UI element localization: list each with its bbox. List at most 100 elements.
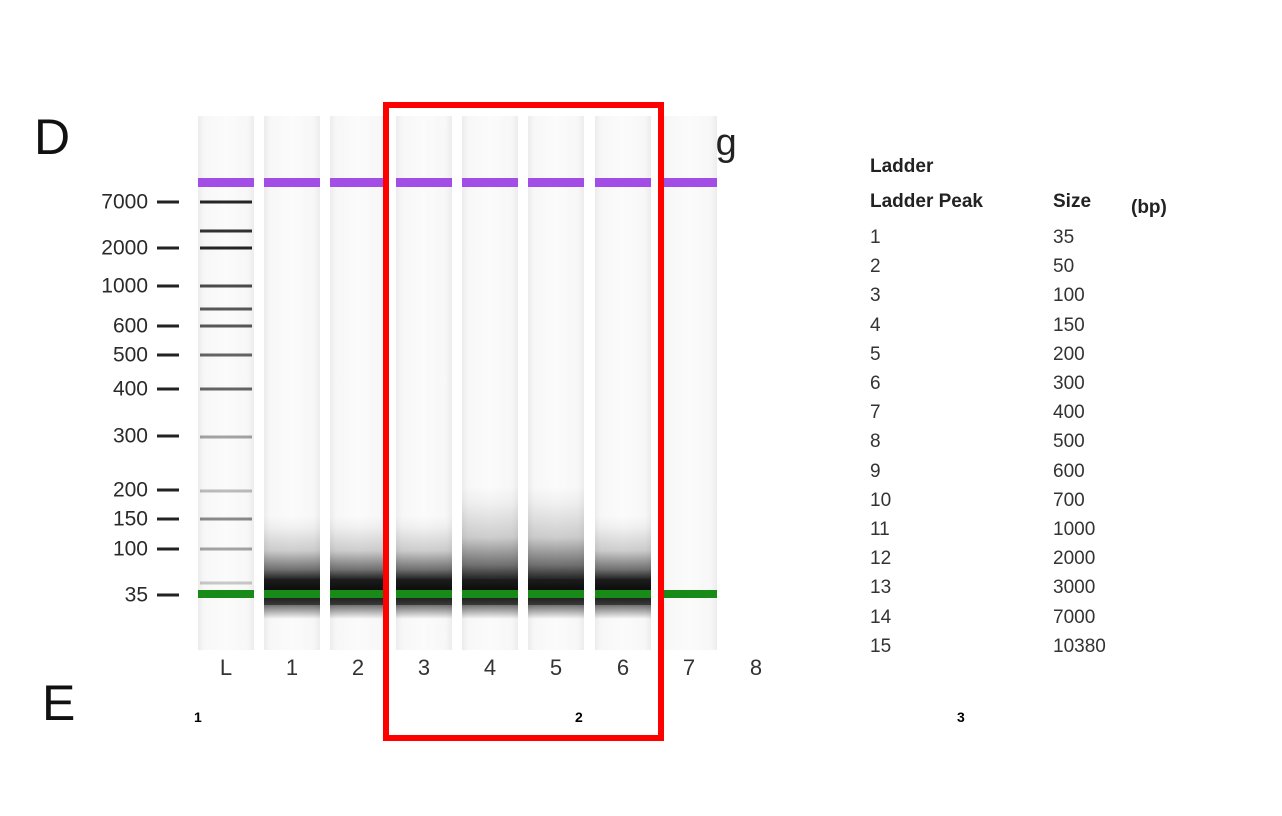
ladder-peak-number: 2 bbox=[870, 256, 881, 278]
ladder-peak-size: 200 bbox=[1053, 343, 1085, 365]
lane-number: 1 bbox=[285, 655, 299, 680]
ladder-band bbox=[200, 435, 252, 439]
upper-marker-band bbox=[396, 178, 452, 187]
sample-smear bbox=[330, 516, 386, 579]
sample-smear bbox=[528, 486, 584, 579]
ladder-peak-size: 600 bbox=[1053, 460, 1085, 482]
ladder-peak-number: 14 bbox=[870, 606, 892, 628]
lane-number: 4 bbox=[483, 655, 497, 680]
lane-number: 2 bbox=[351, 655, 365, 680]
size-label: 100 bbox=[112, 537, 148, 561]
sample-band-tail bbox=[330, 605, 386, 619]
ladder-peak-number: 3 bbox=[870, 285, 881, 307]
ladder-peak-size: 10380 bbox=[1053, 635, 1106, 657]
ladder-band bbox=[200, 229, 252, 233]
ladder-band bbox=[200, 581, 252, 585]
ladder-peak-size: 700 bbox=[1053, 489, 1085, 511]
figure-number-3: 3 bbox=[957, 709, 965, 725]
figure-number-1: 1 bbox=[194, 709, 202, 725]
size-label: 500 bbox=[112, 343, 148, 367]
ladder-band bbox=[200, 307, 252, 311]
ladder-peak-number: 7 bbox=[870, 402, 881, 424]
size-label: 2000 bbox=[101, 236, 148, 260]
size-label: 7000 bbox=[101, 190, 148, 214]
lane-number: 8 bbox=[749, 655, 763, 680]
gel-lane bbox=[462, 116, 518, 650]
size-label: 35 bbox=[124, 583, 148, 607]
sample-smear bbox=[396, 516, 452, 579]
ladder-peak-size: 7000 bbox=[1053, 606, 1096, 628]
ladder-peak-number: 11 bbox=[870, 519, 890, 540]
lower-marker-band bbox=[396, 590, 452, 598]
upper-marker-band bbox=[330, 178, 386, 187]
ladder-peak-size: 2000 bbox=[1053, 548, 1096, 570]
size-tick bbox=[157, 284, 179, 288]
ladder-band bbox=[200, 284, 252, 288]
sample-smear bbox=[462, 486, 518, 579]
size-label: 400 bbox=[112, 377, 148, 401]
lower-marker-band bbox=[198, 590, 254, 598]
highlight-box bbox=[383, 102, 664, 741]
size-tick bbox=[157, 488, 179, 492]
lane-number: 3 bbox=[417, 655, 431, 680]
ladder-peak-number: 12 bbox=[870, 548, 892, 570]
figure-number-2: 2 bbox=[575, 709, 583, 725]
ladder-band bbox=[200, 200, 252, 204]
upper-marker-band bbox=[198, 178, 254, 187]
lower-marker-band bbox=[661, 590, 717, 598]
sample-smear bbox=[264, 516, 320, 579]
ladder-table-peak-header: Ladder Peak bbox=[870, 191, 983, 212]
ladder-peak-number: 15 bbox=[870, 635, 892, 657]
ladder-band bbox=[200, 547, 252, 551]
panel-label-d: D bbox=[34, 109, 71, 165]
ladder-peak-size: 300 bbox=[1053, 373, 1085, 394]
ladder-band bbox=[200, 489, 252, 493]
size-label: 200 bbox=[112, 478, 148, 502]
lane-number: L bbox=[219, 655, 233, 680]
size-tick bbox=[157, 593, 179, 597]
ladder-peak-size: 400 bbox=[1053, 402, 1085, 424]
gel-lane bbox=[330, 116, 386, 650]
upper-marker-band bbox=[264, 178, 320, 187]
upper-marker-band bbox=[462, 178, 518, 187]
lane-number: 7 bbox=[682, 655, 696, 680]
gel-lane bbox=[528, 116, 584, 650]
ladder-peak-number: 8 bbox=[870, 431, 881, 453]
size-tick bbox=[157, 547, 179, 551]
ladder-peak-number: 13 bbox=[870, 577, 892, 599]
size-tick bbox=[157, 246, 179, 250]
ladder-peak-number: 1 bbox=[870, 227, 881, 248]
size-label: 600 bbox=[112, 314, 148, 338]
ladder-table-title: Ladder bbox=[870, 156, 934, 177]
sample-band-tail bbox=[396, 605, 452, 619]
ladder-peak-size: 100 bbox=[1053, 285, 1085, 307]
ladder-band bbox=[200, 353, 252, 357]
size-tick bbox=[157, 434, 179, 438]
gel-lane bbox=[661, 116, 717, 650]
upper-marker-band bbox=[595, 178, 651, 187]
gel-lane bbox=[264, 116, 320, 650]
ladder-peak-size: 1000 bbox=[1053, 519, 1096, 540]
size-tick bbox=[157, 517, 179, 521]
upper-marker-band bbox=[528, 178, 584, 187]
ladder-peak-size: 35 bbox=[1053, 227, 1075, 248]
lane-number: 6 bbox=[616, 655, 630, 680]
lower-marker-band bbox=[264, 590, 320, 598]
size-label: 150 bbox=[112, 507, 148, 531]
gel-lane-ladder bbox=[198, 116, 254, 650]
ladder-peak-number: 6 bbox=[870, 373, 881, 394]
size-label: 1000 bbox=[101, 274, 148, 298]
lower-marker-band bbox=[595, 590, 651, 598]
size-tick bbox=[157, 200, 179, 204]
gel-lane bbox=[396, 116, 452, 650]
size-tick bbox=[157, 353, 179, 357]
lower-marker-band bbox=[462, 590, 518, 598]
sample-band-tail bbox=[595, 605, 651, 619]
panel-label-e: E bbox=[42, 675, 76, 731]
ladder-peak-number: 9 bbox=[870, 460, 881, 482]
lane-number: 5 bbox=[549, 655, 563, 680]
size-label: 300 bbox=[112, 424, 148, 448]
ladder-peak-size: 3000 bbox=[1053, 577, 1096, 599]
ladder-table-size-header: Size bbox=[1053, 191, 1092, 212]
ladder-peak-size: 50 bbox=[1053, 256, 1075, 278]
